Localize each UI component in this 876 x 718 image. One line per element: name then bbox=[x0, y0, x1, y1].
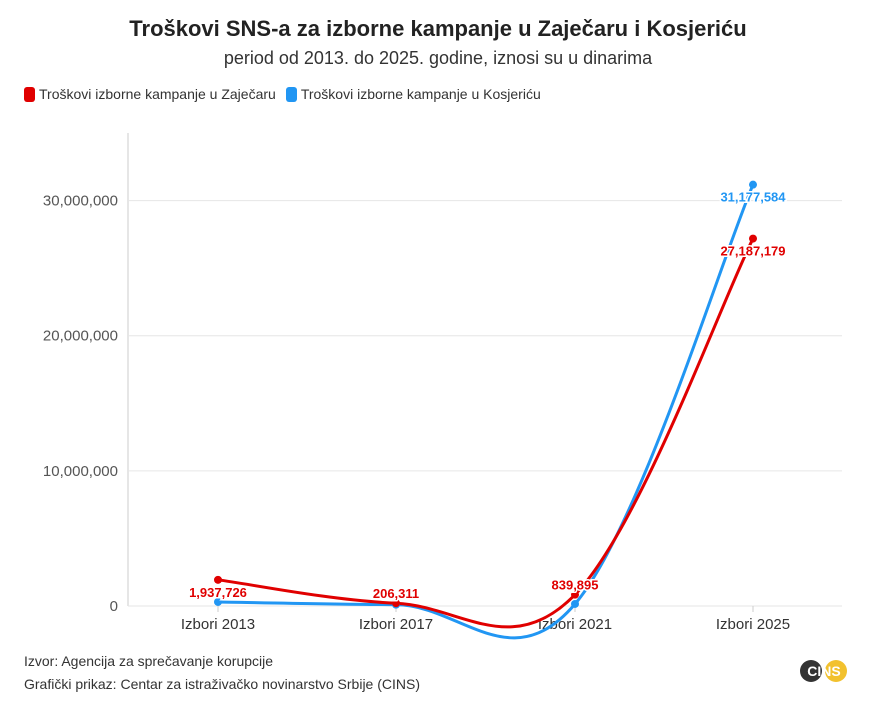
source-note: Izvor: Agencija za sprečavanje korupcije bbox=[24, 653, 274, 669]
y-tick-label: 20,000,000 bbox=[43, 328, 118, 345]
data-point bbox=[571, 599, 579, 608]
data-labels: 1,937,726 206,311 839,895 27,187,179 31,177,… bbox=[188, 188, 788, 603]
data-label: 31,177,584 bbox=[720, 190, 786, 205]
y-axis-ticks: 0 10,000,000 20,000,000 30,000,000 bbox=[43, 193, 118, 615]
x-axis-ticks: Izbori 2013 Izbori 2017 Izbori 2021 Izbori … bbox=[181, 606, 790, 633]
chart-title: Troškovi SNS-a za izborne kampanje u Zaj… bbox=[129, 16, 747, 41]
x-tick-label: Izbori 2025 bbox=[716, 616, 790, 633]
y-tick-label: 0 bbox=[110, 598, 118, 615]
chart-subtitle: period od 2013. do 2025. godine, iznosi … bbox=[223, 48, 653, 68]
legend: Troškovi izborne kampanje u Zaječaru Tro… bbox=[24, 86, 541, 102]
data-label: 206,311 bbox=[373, 586, 419, 601]
data-label: 27,187,179 bbox=[720, 244, 785, 259]
legend-item-kosjeric[interactable]: Troškovi izborne kampanje u Kosjeriću bbox=[285, 86, 541, 102]
x-tick-label: Izbori 2021 bbox=[538, 616, 612, 633]
data-point bbox=[214, 597, 222, 606]
data-point bbox=[749, 234, 757, 243]
data-point bbox=[571, 590, 579, 599]
cins-logo: CINS bbox=[800, 660, 847, 682]
data-label: 1,937,726 bbox=[189, 585, 247, 600]
data-point bbox=[749, 180, 757, 189]
gridlines bbox=[128, 200, 842, 607]
x-tick-label: Izbori 2017 bbox=[359, 616, 433, 633]
y-tick-label: 10,000,000 bbox=[43, 463, 118, 480]
data-point bbox=[214, 575, 222, 584]
data-label: 839,895 bbox=[552, 578, 599, 593]
series-lines bbox=[216, 183, 755, 640]
legend-swatch-kosjeric bbox=[285, 86, 297, 102]
x-tick-label: Izbori 2013 bbox=[181, 616, 255, 633]
legend-item-zajecar[interactable]: Troškovi izborne kampanje u Zaječaru bbox=[24, 86, 276, 102]
data-point bbox=[392, 599, 400, 608]
legend-label-kosjeric: Troškovi izborne kampanje u Kosjeriću bbox=[300, 86, 541, 102]
series-line bbox=[216, 237, 755, 629]
credit-note: Grafički prikaz: Centar za istraživačko … bbox=[24, 676, 421, 692]
series-line bbox=[216, 183, 755, 640]
legend-label-zajecar: Troškovi izborne kampanje u Zaječaru bbox=[39, 86, 276, 102]
logo-text: CINS bbox=[807, 663, 840, 679]
data-points bbox=[214, 180, 757, 609]
legend-swatch-zajecar bbox=[24, 86, 35, 102]
y-tick-label: 30,000,000 bbox=[43, 193, 118, 210]
